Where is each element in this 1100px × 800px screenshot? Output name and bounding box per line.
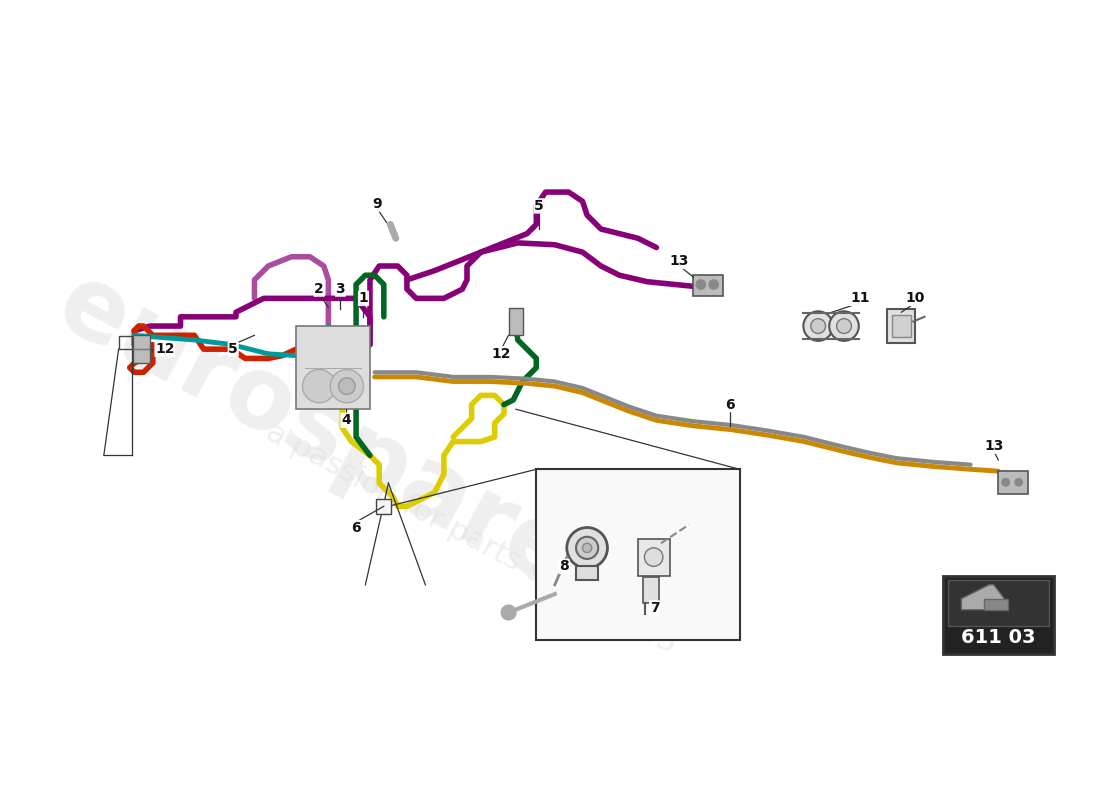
Text: 4: 4 bbox=[341, 414, 351, 427]
Bar bbox=[576, 566, 598, 580]
Text: 13: 13 bbox=[670, 254, 690, 268]
Text: 11: 11 bbox=[850, 291, 869, 306]
Bar bbox=[296, 326, 370, 410]
Bar bbox=[638, 538, 670, 575]
Circle shape bbox=[811, 318, 825, 334]
Text: eurospares: eurospares bbox=[41, 255, 645, 638]
Text: 7: 7 bbox=[650, 601, 659, 615]
Text: 12: 12 bbox=[492, 346, 510, 361]
Bar bbox=[119, 336, 132, 349]
Circle shape bbox=[502, 605, 516, 620]
Bar bbox=[943, 575, 1054, 654]
Circle shape bbox=[576, 537, 598, 559]
Circle shape bbox=[710, 280, 718, 289]
Circle shape bbox=[829, 311, 859, 341]
Bar bbox=[537, 470, 739, 640]
Circle shape bbox=[837, 318, 851, 334]
Text: 3: 3 bbox=[336, 282, 345, 296]
Bar bbox=[508, 307, 524, 335]
Bar bbox=[376, 499, 392, 514]
Circle shape bbox=[302, 370, 336, 402]
Bar bbox=[693, 275, 723, 295]
Polygon shape bbox=[984, 598, 1008, 610]
Text: a passion for parts since 1985: a passion for parts since 1985 bbox=[261, 418, 682, 660]
Text: 13: 13 bbox=[984, 439, 1003, 454]
Text: 8: 8 bbox=[559, 559, 569, 574]
Text: 611 03: 611 03 bbox=[961, 628, 1035, 647]
Bar bbox=[133, 335, 150, 363]
Bar bbox=[999, 471, 1027, 494]
Bar bbox=[888, 310, 915, 342]
Bar bbox=[947, 580, 1049, 626]
Text: 5: 5 bbox=[229, 342, 238, 356]
Circle shape bbox=[330, 370, 363, 402]
Text: 12: 12 bbox=[155, 342, 175, 356]
Text: 6: 6 bbox=[351, 521, 361, 534]
Bar bbox=[642, 578, 659, 603]
Circle shape bbox=[803, 311, 833, 341]
Circle shape bbox=[1015, 478, 1022, 486]
Text: 6: 6 bbox=[726, 398, 735, 412]
Text: 9: 9 bbox=[373, 197, 382, 211]
Polygon shape bbox=[961, 585, 1008, 610]
Text: 10: 10 bbox=[905, 291, 925, 306]
Bar bbox=[892, 315, 911, 337]
Circle shape bbox=[696, 280, 705, 289]
Text: 2: 2 bbox=[315, 282, 324, 296]
Circle shape bbox=[645, 548, 663, 566]
Circle shape bbox=[566, 527, 607, 568]
Circle shape bbox=[583, 543, 592, 553]
Circle shape bbox=[1002, 478, 1010, 486]
Text: 1: 1 bbox=[359, 291, 369, 306]
Text: 5: 5 bbox=[535, 199, 543, 213]
Circle shape bbox=[339, 378, 355, 394]
